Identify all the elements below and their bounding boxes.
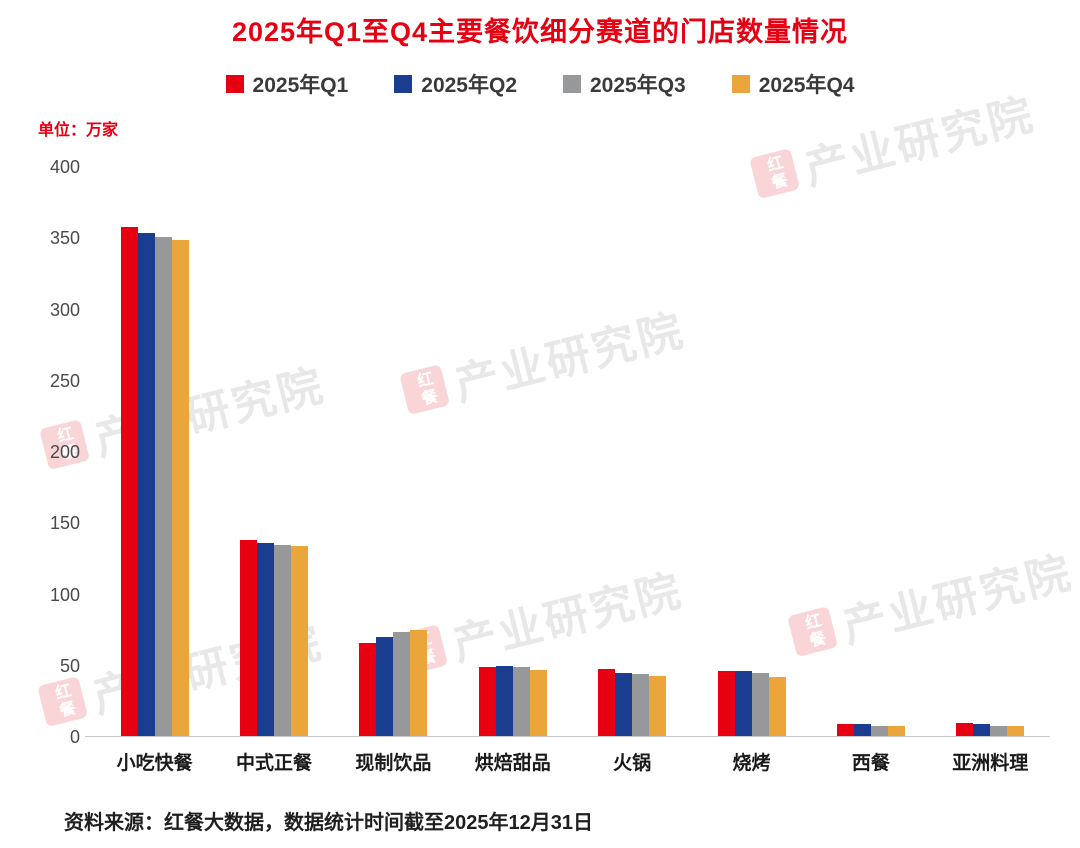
bar-group [453, 167, 572, 737]
bar [751, 672, 769, 737]
bar [120, 226, 138, 737]
x-axis-label: 现制饮品 [355, 753, 432, 774]
bar [291, 546, 309, 737]
bar-group [214, 167, 333, 737]
x-axis-label: 小吃快餐 [116, 753, 193, 774]
legend: 2025年Q1 2025年Q2 2025年Q3 2025年Q4 [0, 69, 1080, 99]
y-tick-label: 300 [49, 299, 80, 320]
bar [137, 232, 155, 737]
legend-item: 2025年Q2 [394, 69, 517, 99]
bar [529, 670, 547, 737]
legend-swatch [394, 75, 413, 93]
bar [495, 665, 513, 737]
bar-group [573, 167, 692, 737]
y-tick-label: 100 [49, 584, 80, 605]
bar [836, 724, 854, 737]
bar [598, 668, 616, 737]
bar-groups [95, 167, 1050, 737]
y-tick-label: 200 [49, 442, 80, 462]
bar [649, 675, 667, 737]
bar-group [811, 167, 930, 737]
x-axis-label: 烘焙甜品 [474, 753, 551, 774]
y-tick-label: 150 [49, 513, 80, 534]
legend-item: 2025年Q1 [225, 69, 349, 99]
unit-label: 单位：万家 [38, 122, 119, 139]
bar [853, 724, 871, 737]
bar [956, 722, 974, 737]
bar-group [931, 167, 1050, 737]
source-note: 资料来源：红餐大数据，数据统计时间截至2025年12月31日 [64, 812, 593, 834]
y-tick-label: 400 [49, 157, 80, 177]
legend-swatch [225, 75, 244, 93]
legend-swatch [563, 75, 581, 93]
legend-label: 2025年Q4 [758, 74, 855, 97]
x-axis-label: 火锅 [613, 753, 652, 774]
bar [512, 667, 530, 737]
legend-item: 2025年Q4 [731, 69, 855, 99]
bar [870, 725, 888, 737]
bar [990, 725, 1008, 737]
y-tick-label: 350 [49, 228, 80, 249]
legend-swatch [731, 75, 750, 93]
x-axis-label: 中式正餐 [236, 753, 313, 774]
x-axis-labels: 小吃快餐 中式正餐 现制饮品 烘焙甜品 火锅 烧烤 西餐 亚洲料理 [95, 748, 1050, 775]
x-axis-label: 烧烤 [732, 753, 771, 774]
legend-label: 2025年Q2 [421, 74, 517, 97]
legend-label: 2025年Q3 [590, 74, 686, 97]
plot-area [85, 167, 1050, 737]
bar [887, 725, 905, 737]
bar [717, 671, 735, 737]
x-axis-label: 亚洲料理 [952, 753, 1029, 774]
x-axis-label: 西餐 [851, 753, 890, 774]
bar [240, 540, 258, 737]
legend-label: 2025年Q1 [252, 74, 349, 97]
y-axis: 0 50 100 150 200 250 300 350 400 [30, 157, 80, 747]
y-tick-label: 250 [49, 370, 80, 391]
bar [734, 671, 752, 737]
bar-group [95, 167, 214, 737]
bar [632, 674, 650, 737]
bar [410, 630, 428, 737]
bar [154, 236, 172, 737]
bar [376, 637, 394, 737]
x-axis-line [85, 736, 1050, 737]
bar-group [334, 167, 453, 737]
bar [393, 631, 411, 737]
bar [171, 239, 189, 737]
bar [478, 667, 496, 737]
y-tick-label: 50 [59, 655, 80, 676]
bar [1007, 725, 1025, 737]
bar [257, 543, 275, 737]
bar [274, 544, 292, 737]
y-tick-label: 0 [69, 727, 80, 747]
bar [615, 672, 633, 737]
bar-group [692, 167, 811, 737]
bar [973, 724, 991, 737]
bar [359, 642, 377, 737]
bar [768, 677, 786, 737]
legend-item: 2025年Q3 [563, 69, 686, 99]
chart-title: 2025年Q1至Q4主要餐饮细分赛道的门店数量情况 [231, 17, 849, 47]
